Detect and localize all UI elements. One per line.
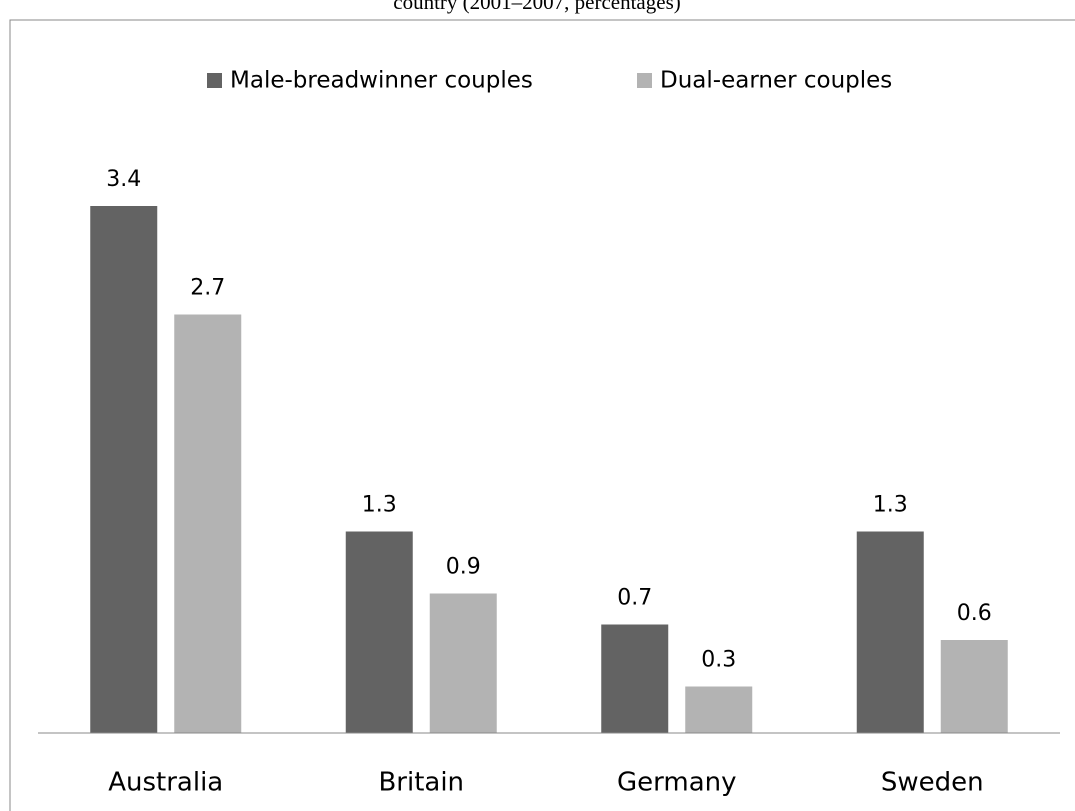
value-label: 0.6 [957, 601, 992, 626]
bar [685, 686, 753, 733]
bar [856, 531, 924, 733]
bar [345, 531, 413, 733]
legend-label: Dual-earner couples [660, 68, 892, 94]
x-tick-label: Britain [378, 768, 464, 798]
chart-border [9, 19, 1075, 811]
x-tick-label: Sweden [881, 768, 984, 798]
x-tick-label: Australia [108, 768, 223, 798]
value-label: 0.3 [701, 648, 736, 673]
value-label: 1.3 [362, 493, 397, 518]
bar [429, 593, 497, 733]
chart-title: country (2001–2007, percentages) [393, 0, 681, 14]
bar [90, 206, 158, 733]
value-label: 2.7 [190, 276, 225, 301]
value-label: 1.3 [873, 493, 908, 518]
value-label: 0.7 [617, 586, 652, 611]
legend-swatch [207, 73, 222, 88]
bar [601, 624, 669, 733]
legend-label: Male-breadwinner couples [230, 68, 533, 94]
x-tick-label: Germany [617, 768, 737, 798]
value-label: 3.4 [106, 167, 141, 192]
value-label: 0.9 [446, 555, 481, 580]
bar [940, 640, 1008, 733]
bar [174, 314, 242, 733]
legend-swatch [637, 73, 652, 88]
